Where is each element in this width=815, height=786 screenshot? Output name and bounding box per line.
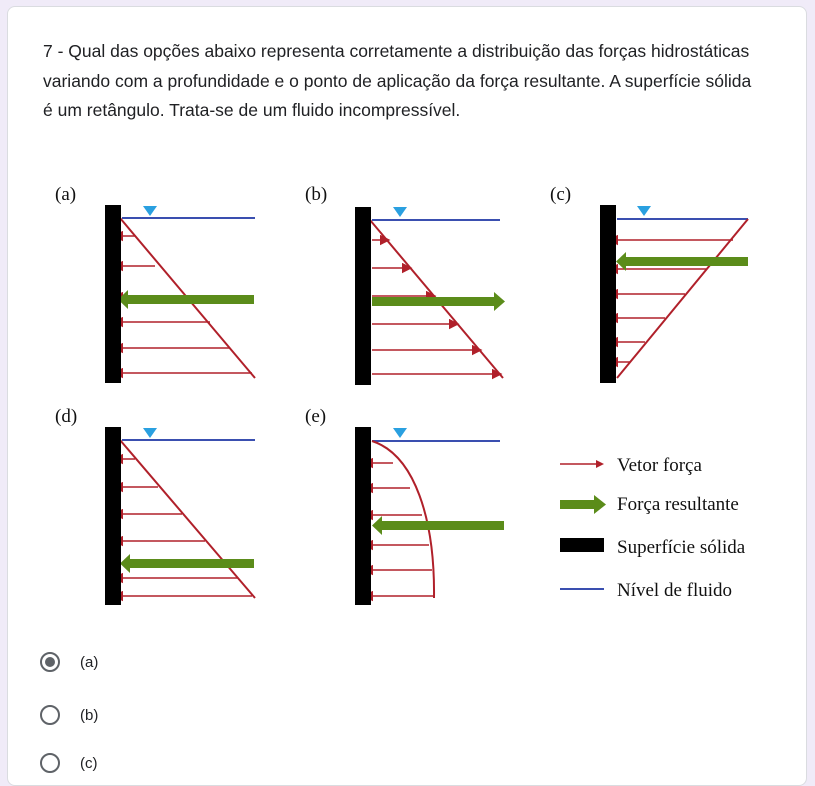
force-distribution-curve <box>371 440 436 599</box>
resultant-force-arrow <box>378 521 504 530</box>
fluid-marker-icon <box>393 428 407 438</box>
solid-surface <box>105 427 121 605</box>
resultant-force-arrow <box>126 559 254 568</box>
panel-label-a: (a) <box>55 184 76 205</box>
resultant-force-arrow <box>622 257 748 266</box>
hydrostatic-forces-figure: (a) (b) <box>55 184 749 605</box>
question-card: 7 - Qual das opções abaixo representa co… <box>7 6 807 786</box>
radio-unchecked-icon[interactable] <box>40 705 60 725</box>
force-distribution-line <box>119 439 256 599</box>
solid-surface <box>355 427 371 605</box>
question-text: 7 - Qual das opções abaixo representa co… <box>43 41 752 120</box>
force-vectors <box>362 457 434 602</box>
panel-label-c: (c) <box>550 184 571 205</box>
option-a[interactable]: (a) <box>40 647 98 677</box>
force-vectors <box>372 234 503 380</box>
legend-fluid-level-label: Nível de fluido <box>617 580 732 601</box>
solid-surface <box>600 205 616 383</box>
panel-d: (d) <box>55 406 256 605</box>
option-label: (c) <box>80 754 98 772</box>
solid-surface <box>105 205 121 383</box>
panel-e: (e) <box>305 406 504 605</box>
solid-surface <box>355 207 371 385</box>
force-distribution-line <box>616 218 749 379</box>
force-vectors <box>112 453 252 602</box>
panel-b: (b) <box>305 184 505 385</box>
panel-label-d: (d) <box>55 406 77 427</box>
option-c[interactable]: (c) <box>40 748 98 778</box>
fluid-marker-icon <box>637 206 651 216</box>
radio-checked-icon[interactable] <box>40 652 60 672</box>
legend-surface-label: Superfície sólida <box>617 537 746 558</box>
force-vectors <box>607 234 733 368</box>
legend-surface-icon <box>560 538 604 552</box>
option-label: (a) <box>80 653 99 671</box>
panel-label-e: (e) <box>305 406 326 427</box>
fluid-marker-icon <box>393 207 407 217</box>
option-b[interactable]: (b) <box>40 700 98 730</box>
legend-resultant-label: Força resultante <box>617 494 739 515</box>
resultant-force-arrow <box>124 295 254 304</box>
legend-force-vector-label: Vetor força <box>617 455 702 476</box>
option-label: (b) <box>80 706 99 724</box>
panel-label-b: (b) <box>305 184 327 205</box>
fluid-marker-icon <box>143 206 157 216</box>
radio-unchecked-icon[interactable] <box>40 753 60 773</box>
panel-a: (a) <box>55 184 256 383</box>
fluid-marker-icon <box>143 428 157 438</box>
panel-c: (c) <box>550 184 749 383</box>
legend-resultant-icon <box>560 500 596 509</box>
figure-legend: Vetor força Força resultante Superfície … <box>560 455 746 601</box>
resultant-force-arrow <box>372 297 498 306</box>
